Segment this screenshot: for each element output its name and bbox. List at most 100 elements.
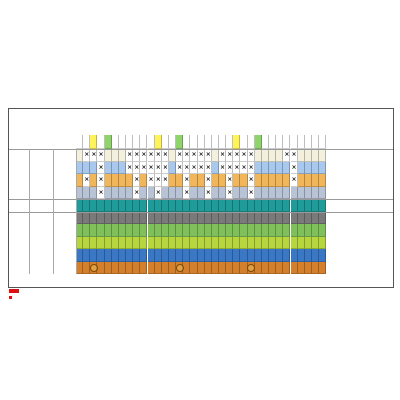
table-cell: × — [204, 186, 212, 199]
table-cell — [176, 174, 184, 187]
table-cell: × — [197, 161, 205, 174]
table-cell — [311, 174, 320, 187]
table-cell — [254, 161, 262, 174]
table-cell — [176, 186, 184, 199]
table-cell — [168, 211, 177, 224]
table-cell — [276, 249, 284, 262]
table-cell — [290, 261, 298, 274]
column-header-cell — [276, 135, 284, 149]
table-cell: × — [197, 149, 205, 162]
table-cell — [183, 199, 191, 212]
table-cell — [211, 249, 219, 262]
table-cell — [254, 149, 262, 162]
table-cell: × — [126, 161, 134, 174]
table-cell: × — [154, 174, 162, 187]
legend-swatch — [9, 289, 19, 293]
table-cell — [140, 236, 148, 249]
table-cell: × — [247, 161, 255, 174]
table-cell — [269, 211, 277, 224]
table-cell: × — [133, 174, 141, 187]
table-cell — [104, 249, 112, 262]
column-header-cell — [147, 135, 155, 149]
table-cell — [104, 174, 112, 187]
column-header-cell — [261, 135, 270, 149]
table-cell — [254, 249, 262, 262]
compatible-circle-mark — [89, 263, 98, 272]
table-cell — [226, 249, 234, 262]
table-cell: × — [290, 174, 298, 187]
table-cell — [247, 199, 255, 212]
table-cell — [168, 149, 177, 162]
table-cell — [233, 249, 241, 262]
table-cell: × — [219, 149, 227, 162]
incompatible-mark: × — [184, 151, 190, 158]
table-cell — [83, 186, 91, 199]
column-header-cell — [104, 135, 112, 149]
incompatible-mark: × — [177, 151, 183, 158]
table-cell: × — [161, 174, 169, 187]
table-cell — [83, 199, 91, 212]
incompatible-mark: × — [134, 151, 140, 158]
column-header-cell — [97, 135, 105, 149]
table-cell — [111, 211, 119, 224]
table-cell: × — [240, 149, 248, 162]
table-cell — [154, 249, 162, 262]
table-cell: × — [154, 149, 162, 162]
table-cell — [147, 186, 155, 199]
table-cell — [118, 199, 127, 212]
table-cell — [233, 261, 241, 274]
table-cell — [283, 199, 291, 212]
table-cell: × — [97, 161, 105, 174]
table-cell — [283, 249, 291, 262]
table-cell — [319, 199, 327, 212]
table-cell — [76, 186, 84, 199]
table-cell — [297, 261, 305, 274]
table-cell — [269, 224, 277, 237]
table-cell — [204, 261, 212, 274]
table-cell — [233, 236, 241, 249]
table-cell — [297, 224, 305, 237]
table-cell — [254, 236, 262, 249]
table-cell: × — [219, 161, 227, 174]
table-cell — [204, 236, 212, 249]
table-cell — [111, 261, 119, 274]
column-header-cell — [76, 135, 84, 149]
table-cell: × — [133, 186, 141, 199]
incompatible-mark: × — [205, 151, 211, 158]
incompatible-mark: × — [84, 176, 90, 183]
table-cell — [319, 149, 327, 162]
table-cell — [190, 261, 198, 274]
incompatible-mark: × — [248, 163, 254, 171]
table-cell: × — [133, 149, 141, 162]
table-cell — [247, 249, 255, 262]
table-cell: × — [83, 174, 91, 187]
table-cell — [176, 236, 184, 249]
incompatible-mark: × — [184, 176, 190, 183]
table-cell — [261, 249, 270, 262]
table-cell — [76, 249, 84, 262]
table-cell: × — [204, 174, 212, 187]
table-cell — [304, 249, 312, 262]
table-cell — [304, 199, 312, 212]
incompatible-mark: × — [155, 163, 161, 171]
table-cell — [283, 161, 291, 174]
table-cell — [204, 211, 212, 224]
table-cell — [118, 211, 127, 224]
table-cell: × — [290, 161, 298, 174]
incompatible-mark: × — [191, 163, 197, 171]
table-cell — [83, 236, 91, 249]
table-cell — [111, 174, 119, 187]
table-cell — [276, 174, 284, 187]
table-cell — [76, 211, 84, 224]
table-cell — [140, 174, 148, 187]
table-cell — [311, 236, 320, 249]
column-header-cell — [190, 135, 198, 149]
table-cell — [319, 161, 327, 174]
incompatible-mark: × — [141, 163, 147, 171]
table-cell — [269, 199, 277, 212]
table-cell — [269, 174, 277, 187]
table-cell — [304, 261, 312, 274]
incompatible-mark: × — [205, 163, 211, 171]
column-header-cell — [204, 135, 212, 149]
table-cell — [190, 224, 198, 237]
